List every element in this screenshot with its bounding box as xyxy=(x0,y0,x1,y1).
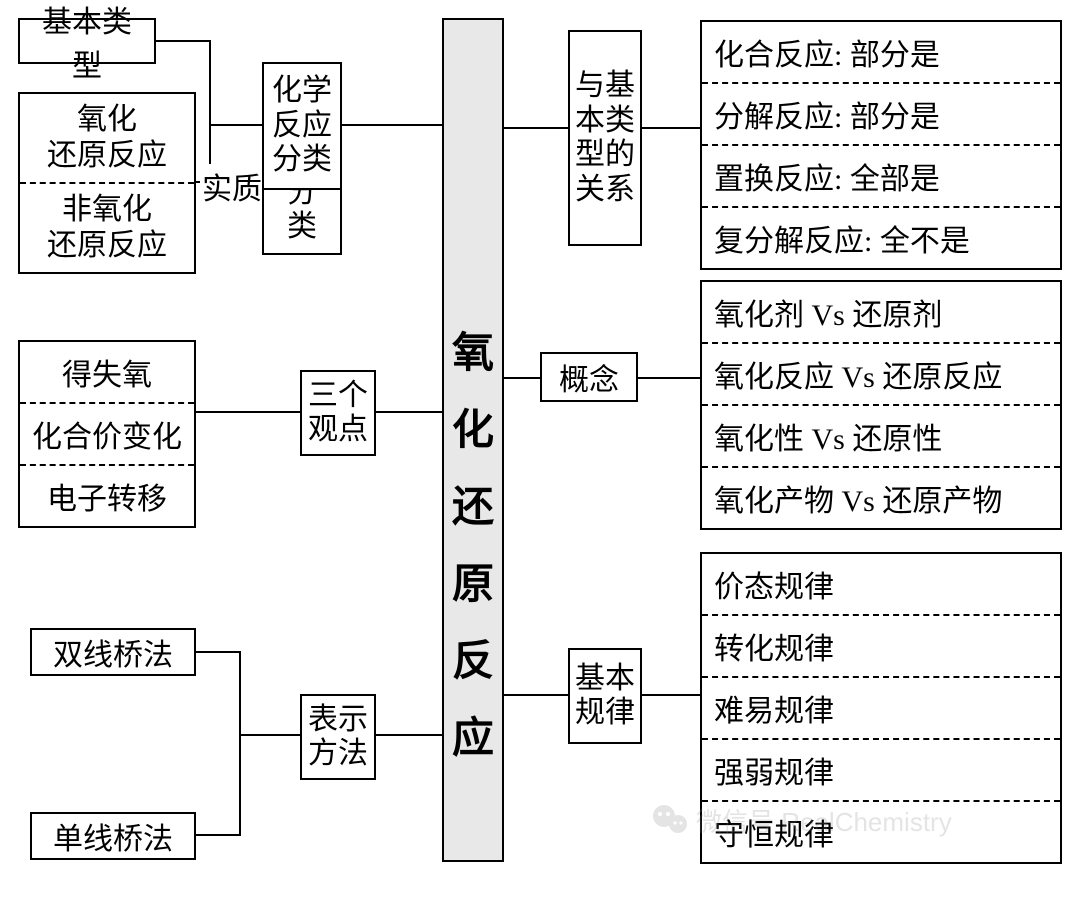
hub-row: 分类 xyxy=(272,143,332,178)
hub-row: 型的 xyxy=(575,138,635,173)
center-char: 化 xyxy=(452,396,494,457)
stack-row-label: 非氧化 xyxy=(62,192,152,228)
hub-row: 反应 xyxy=(272,109,332,144)
stack-row-label: 得失氧 xyxy=(62,350,152,394)
node-single-bridge: 单线桥法 xyxy=(30,812,196,860)
stack-row-label: 电子转移 xyxy=(47,474,167,518)
stack-row-label: 强弱规律 xyxy=(714,748,834,792)
stack-row-label: 分解反应: 部分是 xyxy=(714,92,940,136)
hub-row: 规律 xyxy=(575,696,635,731)
hub-relation-types: 与基 本类 型的 关系 xyxy=(568,30,642,246)
stack-row-label: 置换反应: 全部是 xyxy=(714,154,940,198)
center-char: 氧 xyxy=(452,319,494,380)
stack-reaction-types: 化合反应: 部分是 分解反应: 部分是 置换反应: 全部是 复分解反应: 全不是 xyxy=(700,20,1062,270)
hub-row: 关系 xyxy=(575,173,635,208)
hub-representation: 表示 方法 xyxy=(300,694,376,780)
center-char: 应 xyxy=(452,704,494,765)
hub-classification: 化学 反应 分类 xyxy=(262,62,342,190)
stack-row-label: 还原反应 xyxy=(47,228,167,264)
watermark: 微信号 RealChemistry xyxy=(650,800,952,840)
stack-row-label: 化合价变化 xyxy=(32,412,182,456)
stack-row-label: 氧化反应 Vs 还原反应 xyxy=(714,352,1002,396)
hub-basic-rules: 基本 规律 xyxy=(568,648,642,744)
stack-row-label: 还原反应 xyxy=(47,138,167,174)
hub-row: 基本 xyxy=(575,662,635,697)
stack-row-label: 转化规律 xyxy=(714,624,834,668)
hub-concept: 概念 xyxy=(540,352,638,402)
center-char: 反 xyxy=(452,627,494,688)
hub-row: 观点 xyxy=(308,413,368,448)
stack-row-label: 复分解反应: 全不是 xyxy=(714,216,970,260)
stack-concepts: 氧化剂 Vs 还原剂 氧化反应 Vs 还原反应 氧化性 Vs 还原性 氧化产物 … xyxy=(700,280,1062,530)
stack-row-label: 氧化产物 Vs 还原产物 xyxy=(714,476,1002,520)
hub-row: 与基 xyxy=(575,69,635,104)
stack-row-label: 氧化性 Vs 还原性 xyxy=(714,414,942,458)
stack-row-label: 氧化 xyxy=(77,102,137,138)
stack-three-views-list: 得失氧 化合价变化 电子转移 xyxy=(18,340,196,528)
edge-label-essence: 实质 xyxy=(200,164,264,208)
hub-row: 表示 xyxy=(308,703,368,738)
center-char: 还 xyxy=(452,473,494,534)
stack-oxidation-split: 氧化 还原反应 非氧化 还原反应 xyxy=(18,92,196,274)
hub-three-views: 三个 观点 xyxy=(300,370,376,456)
node-basic-type: 基本类型 xyxy=(18,18,156,64)
center-stub xyxy=(442,18,504,224)
hub-row: 本类 xyxy=(575,104,635,139)
hub-row: 方法 xyxy=(308,737,368,772)
center-char: 原 xyxy=(452,550,494,611)
hub-row: 化学 xyxy=(272,74,332,109)
stack-row-label: 氧化剂 Vs 还原剂 xyxy=(714,290,942,334)
hub-row: 三个 xyxy=(308,379,368,414)
stack-row-label: 难易规律 xyxy=(714,686,834,730)
stack-row-label: 价态规律 xyxy=(714,562,834,606)
node-double-bridge: 双线桥法 xyxy=(30,628,196,676)
stack-row-label: 化合反应: 部分是 xyxy=(714,30,940,74)
center-node: 氧 化 还 原 反 应 xyxy=(442,222,504,862)
watermark-text: 微信号 RealChemistry xyxy=(696,802,952,839)
